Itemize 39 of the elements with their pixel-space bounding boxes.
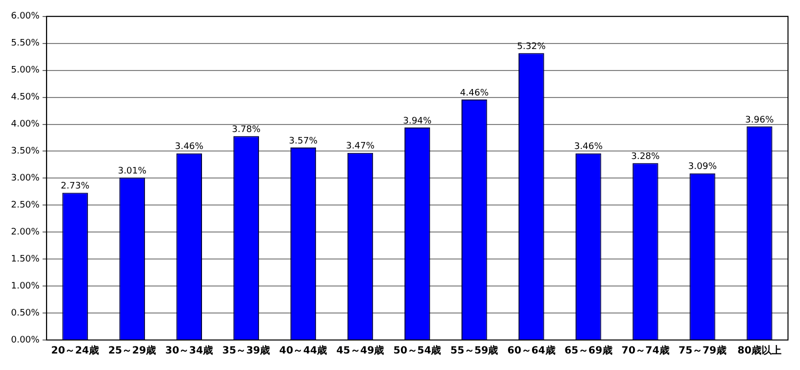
- y-tick-label: 3.50%: [10, 146, 40, 157]
- y-tick-label: 1.00%: [10, 281, 40, 292]
- x-tick-label: 75～79歳: [678, 344, 726, 357]
- x-tick-label: 55～59歳: [450, 344, 498, 357]
- y-tick-label: 5.00%: [10, 66, 40, 76]
- x-tick-label: 50～54歳: [393, 344, 442, 357]
- y-tick-label: 2.50%: [10, 200, 40, 211]
- x-tick-label: 35～39歳: [222, 344, 270, 357]
- data-label: 3.96%: [745, 115, 774, 126]
- x-tick-label: 25～29歳: [108, 344, 156, 357]
- data-label: 3.28%: [631, 152, 660, 162]
- data-label: 3.78%: [232, 124, 261, 135]
- y-tick-label: 0.00%: [10, 335, 40, 346]
- x-tick-label: 45～49歳: [336, 344, 384, 357]
- data-label: 3.01%: [118, 166, 147, 177]
- y-tick-label: 4.50%: [10, 92, 40, 103]
- data-label: 4.46%: [460, 88, 490, 98]
- y-tick-label: 4.00%: [10, 120, 40, 130]
- y-tick-label: 1.50%: [10, 254, 40, 264]
- data-label: 3.94%: [403, 116, 432, 126]
- x-tick-label: 60～64歳: [507, 344, 556, 357]
- y-tick-label: 6.00%: [10, 12, 40, 22]
- y-tick-label: 0.50%: [10, 308, 40, 318]
- data-label: 5.32%: [517, 42, 546, 52]
- x-tick-label: 40～44歳: [279, 344, 328, 357]
- data-label: 2.73%: [60, 182, 90, 192]
- y-tick-label: 5.50%: [10, 38, 40, 49]
- y-tick-label: 3.00%: [10, 174, 40, 184]
- data-label: 3.46%: [574, 142, 604, 152]
- data-label: 3.47%: [346, 142, 376, 152]
- x-tick-label: 30～34歳: [165, 344, 214, 357]
- y-tick-label: 2.00%: [10, 227, 40, 238]
- x-tick-label: 20～24歳: [51, 344, 100, 357]
- x-tick-label: 80歳以上: [738, 344, 782, 357]
- data-label: 3.09%: [688, 162, 718, 172]
- data-label: 3.46%: [174, 142, 204, 152]
- x-tick-label: 65～69歳: [564, 344, 612, 357]
- x-tick-label: 70～74歳: [622, 344, 670, 357]
- data-label: 3.57%: [288, 136, 318, 146]
